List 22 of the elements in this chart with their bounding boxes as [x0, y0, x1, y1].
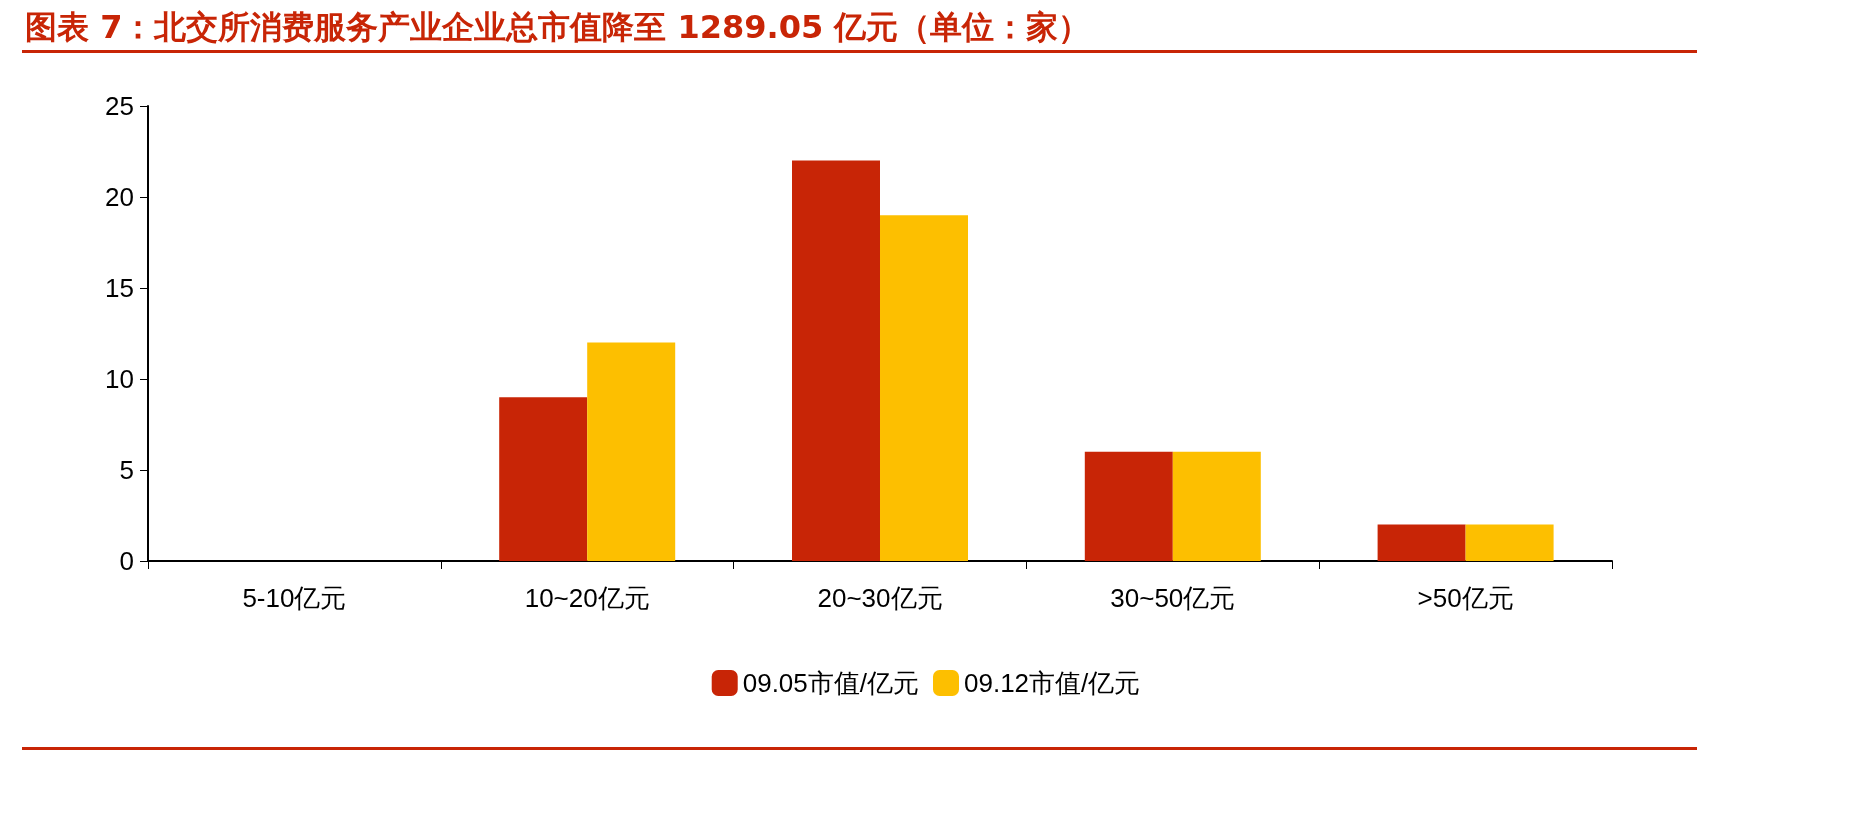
bar [1084, 451, 1173, 561]
legend-label: 09.05市值/亿元 [742, 668, 920, 698]
bar [1377, 524, 1466, 561]
bar [1465, 524, 1554, 561]
bar [792, 160, 880, 561]
x-tick-label: 30~50亿元 [1110, 583, 1236, 613]
x-tick-label: 5-10亿元 [242, 583, 347, 613]
bar [880, 215, 968, 561]
y-tick-label: 15 [105, 273, 134, 303]
x-tick-label: 10~20亿元 [524, 583, 650, 613]
bar [499, 397, 588, 561]
y-tick-label: 0 [119, 546, 134, 576]
y-tick-label: 20 [105, 182, 134, 212]
y-tick-label: 10 [105, 364, 134, 394]
chart-title: 图表 7：北交所消费服务产业企业总市值降至 1289.05 亿元（单位：家） [25, 8, 1091, 46]
y-tick-label: 5 [119, 455, 134, 485]
x-tick-label: 20~30亿元 [817, 583, 943, 613]
y-tick-label: 25 [105, 91, 134, 121]
bar [1172, 451, 1261, 561]
bar [587, 342, 676, 561]
x-tick-label: >50亿元 [1417, 583, 1514, 613]
legend-label: 09.12市值/亿元 [964, 668, 1141, 698]
